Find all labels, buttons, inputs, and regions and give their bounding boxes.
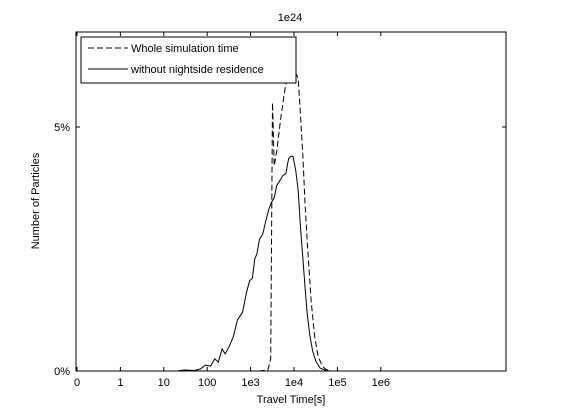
legend-label-whole-simulation-time: Whole simulation time [131, 43, 239, 55]
y-tick-label: 0% [54, 366, 70, 378]
plot-area [75, 31, 507, 372]
y-tick-label: 5% [54, 122, 70, 134]
series-layer [150, 67, 331, 372]
legend-label-without-nightside: without nightside residence [130, 64, 264, 76]
x-tick-label: 1e5 [328, 377, 346, 389]
axis-layer: 0 1 10 100 1e3 1e4 1e5 1e6 0% 5% [54, 32, 506, 389]
legend-box [80, 36, 297, 84]
x-tick-label: 1e4 [285, 377, 303, 389]
x-tick-label: 100 [198, 377, 216, 389]
x-tick-label: 1 [117, 377, 123, 389]
y-axis-title: Number of Particles [30, 152, 42, 249]
x-axis-title: Travel Time[s] [257, 394, 326, 406]
legend: Whole simulation time without nightside … [80, 36, 297, 84]
x-tick-label: 10 [158, 377, 170, 389]
x-tick-label: 1e6 [372, 377, 390, 389]
series-line-whole-simulation-time [150, 67, 331, 372]
x-tick-label: 0 [74, 377, 80, 389]
chart-title: 1e24 [278, 12, 302, 24]
x-tick-label: 1e3 [241, 377, 259, 389]
series-line-without-nightside-residence [150, 155, 331, 372]
